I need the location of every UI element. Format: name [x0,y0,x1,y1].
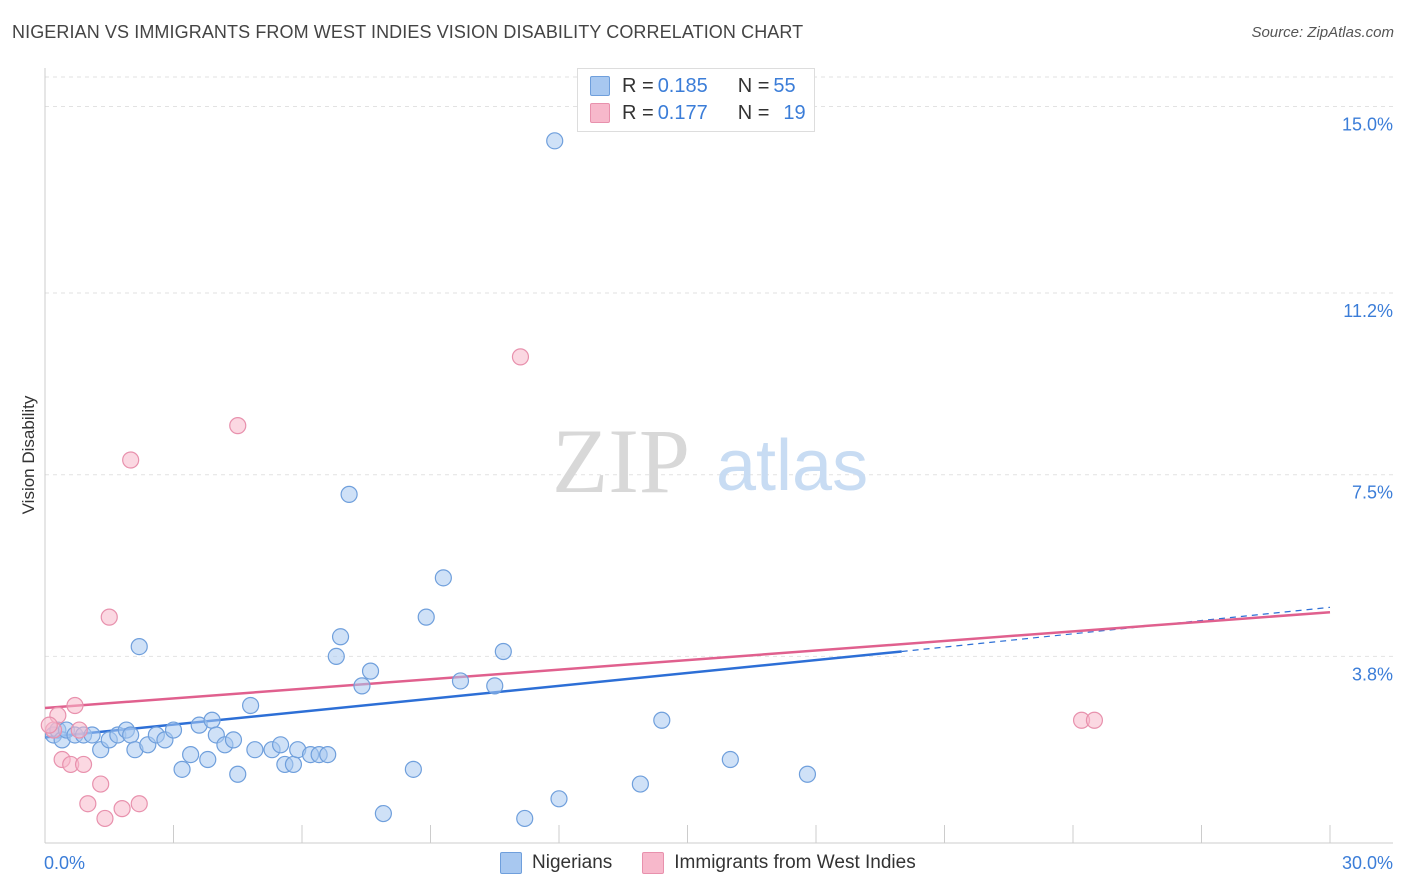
data-point-west-indies [96,809,114,828]
data-point-nigerians [271,736,290,754]
watermark: ZIP atlas [552,410,868,512]
data-points [40,132,1104,828]
data-point-nigerians [130,637,148,656]
data-point-nigerians [434,569,452,587]
data-point-nigerians [631,775,649,793]
data-point-nigerians [229,765,247,783]
data-point-nigerians [203,711,221,729]
watermark-zip: ZIP [552,410,690,512]
data-point-nigerians [224,731,243,749]
data-point-nigerians [340,485,358,503]
data-point-nigerians [798,765,817,783]
data-point-nigerians [353,677,371,695]
legend-swatch-nigerians [500,852,522,874]
y-tick-label: 3.8% [1352,664,1393,684]
data-point-nigerians [417,608,435,626]
x-tick-label-max: 30.0% [1342,853,1393,873]
data-point-west-indies [1085,711,1104,729]
legend-n-value: 55 [773,74,796,97]
data-point-west-indies [130,795,148,813]
trendline-west-indies [44,610,1331,710]
data-point-west-indies [113,800,131,818]
data-point-nigerians [164,721,183,739]
y-tick-label: 15.0% [1342,114,1393,134]
legend-n-label: N = [737,74,770,97]
legend-r-value: 0.177 [657,101,708,124]
data-point-nigerians [451,672,470,690]
data-point-nigerians [721,750,739,769]
axes [44,68,1393,844]
legend-row-nigerians: R = 0.185 N = 55 [590,74,796,98]
legend-swatch-west-indies [590,103,610,123]
data-point-nigerians [404,760,422,778]
legend-r-value: 0.185 [657,74,708,97]
data-point-nigerians [284,755,303,774]
data-point-west-indies [70,721,88,739]
tick-labels: 3.8% 7.5% 11.2% 15.0% 0.0% 30.0% [44,114,1393,873]
data-point-nigerians [546,132,564,150]
legend-label-west-indies: Immigrants from West Indies [674,852,916,873]
x-tick-label-min: 0.0% [44,853,85,873]
data-point-nigerians [361,662,380,680]
y-tick-label: 11.2% [1343,301,1393,321]
data-point-nigerians [182,746,200,764]
data-point-west-indies [92,775,110,793]
series-legend: Nigerians Immigrants from West Indies [500,852,946,874]
trend-lines [44,606,1331,739]
data-point-nigerians [486,677,504,695]
data-point-nigerians [122,726,140,744]
data-point-west-indies [79,795,97,813]
stats-legend: R = 0.185 N = 55 R = 0.177 N = 19 [577,68,815,132]
data-point-west-indies [229,417,247,435]
legend-r-label: R = [622,101,654,124]
data-point-west-indies [511,348,530,366]
legend-swatch-nigerians [590,76,610,96]
legend-n-label: N = [737,101,770,124]
data-point-west-indies [40,716,58,734]
watermark-atlas: atlas [716,426,868,506]
y-axis-label: Vision Disability [19,395,38,514]
data-point-nigerians [331,628,350,646]
y-tick-label: 7.5% [1352,483,1393,503]
data-point-nigerians [319,746,337,764]
legend-r-label: R = [622,74,654,97]
data-point-west-indies [66,696,84,715]
chart-title: NIGERIAN VS IMMIGRANTS FROM WEST INDIES … [12,22,804,42]
data-point-west-indies [122,451,140,469]
data-point-west-indies [74,755,93,774]
data-point-nigerians [494,642,512,661]
source-label: Source: ZipAtlas.com [1251,24,1394,41]
legend-row-west-indies: R = 0.177 N = 19 [590,101,806,125]
trendline-nigerians-extension [901,606,1331,653]
legend-label-nigerians: Nigerians [532,852,613,873]
data-point-nigerians [374,804,392,823]
legend-item-nigerians[interactable]: Nigerians [500,852,612,874]
legend-swatch-west-indies [642,852,665,874]
legend-item-west-indies[interactable]: Immigrants from West Indies [642,852,916,874]
trendline-nigerians [44,650,902,739]
legend-n-value: 19 [783,101,806,124]
data-point-nigerians [246,741,264,759]
data-point-nigerians [199,750,217,769]
data-point-nigerians [327,647,345,666]
data-point-west-indies [100,608,118,626]
data-point-nigerians [653,711,671,729]
data-point-nigerians [550,790,568,808]
data-point-nigerians [516,809,534,828]
grid-lines [45,76,1393,657]
data-point-nigerians [173,760,191,778]
data-point-nigerians [242,696,260,715]
